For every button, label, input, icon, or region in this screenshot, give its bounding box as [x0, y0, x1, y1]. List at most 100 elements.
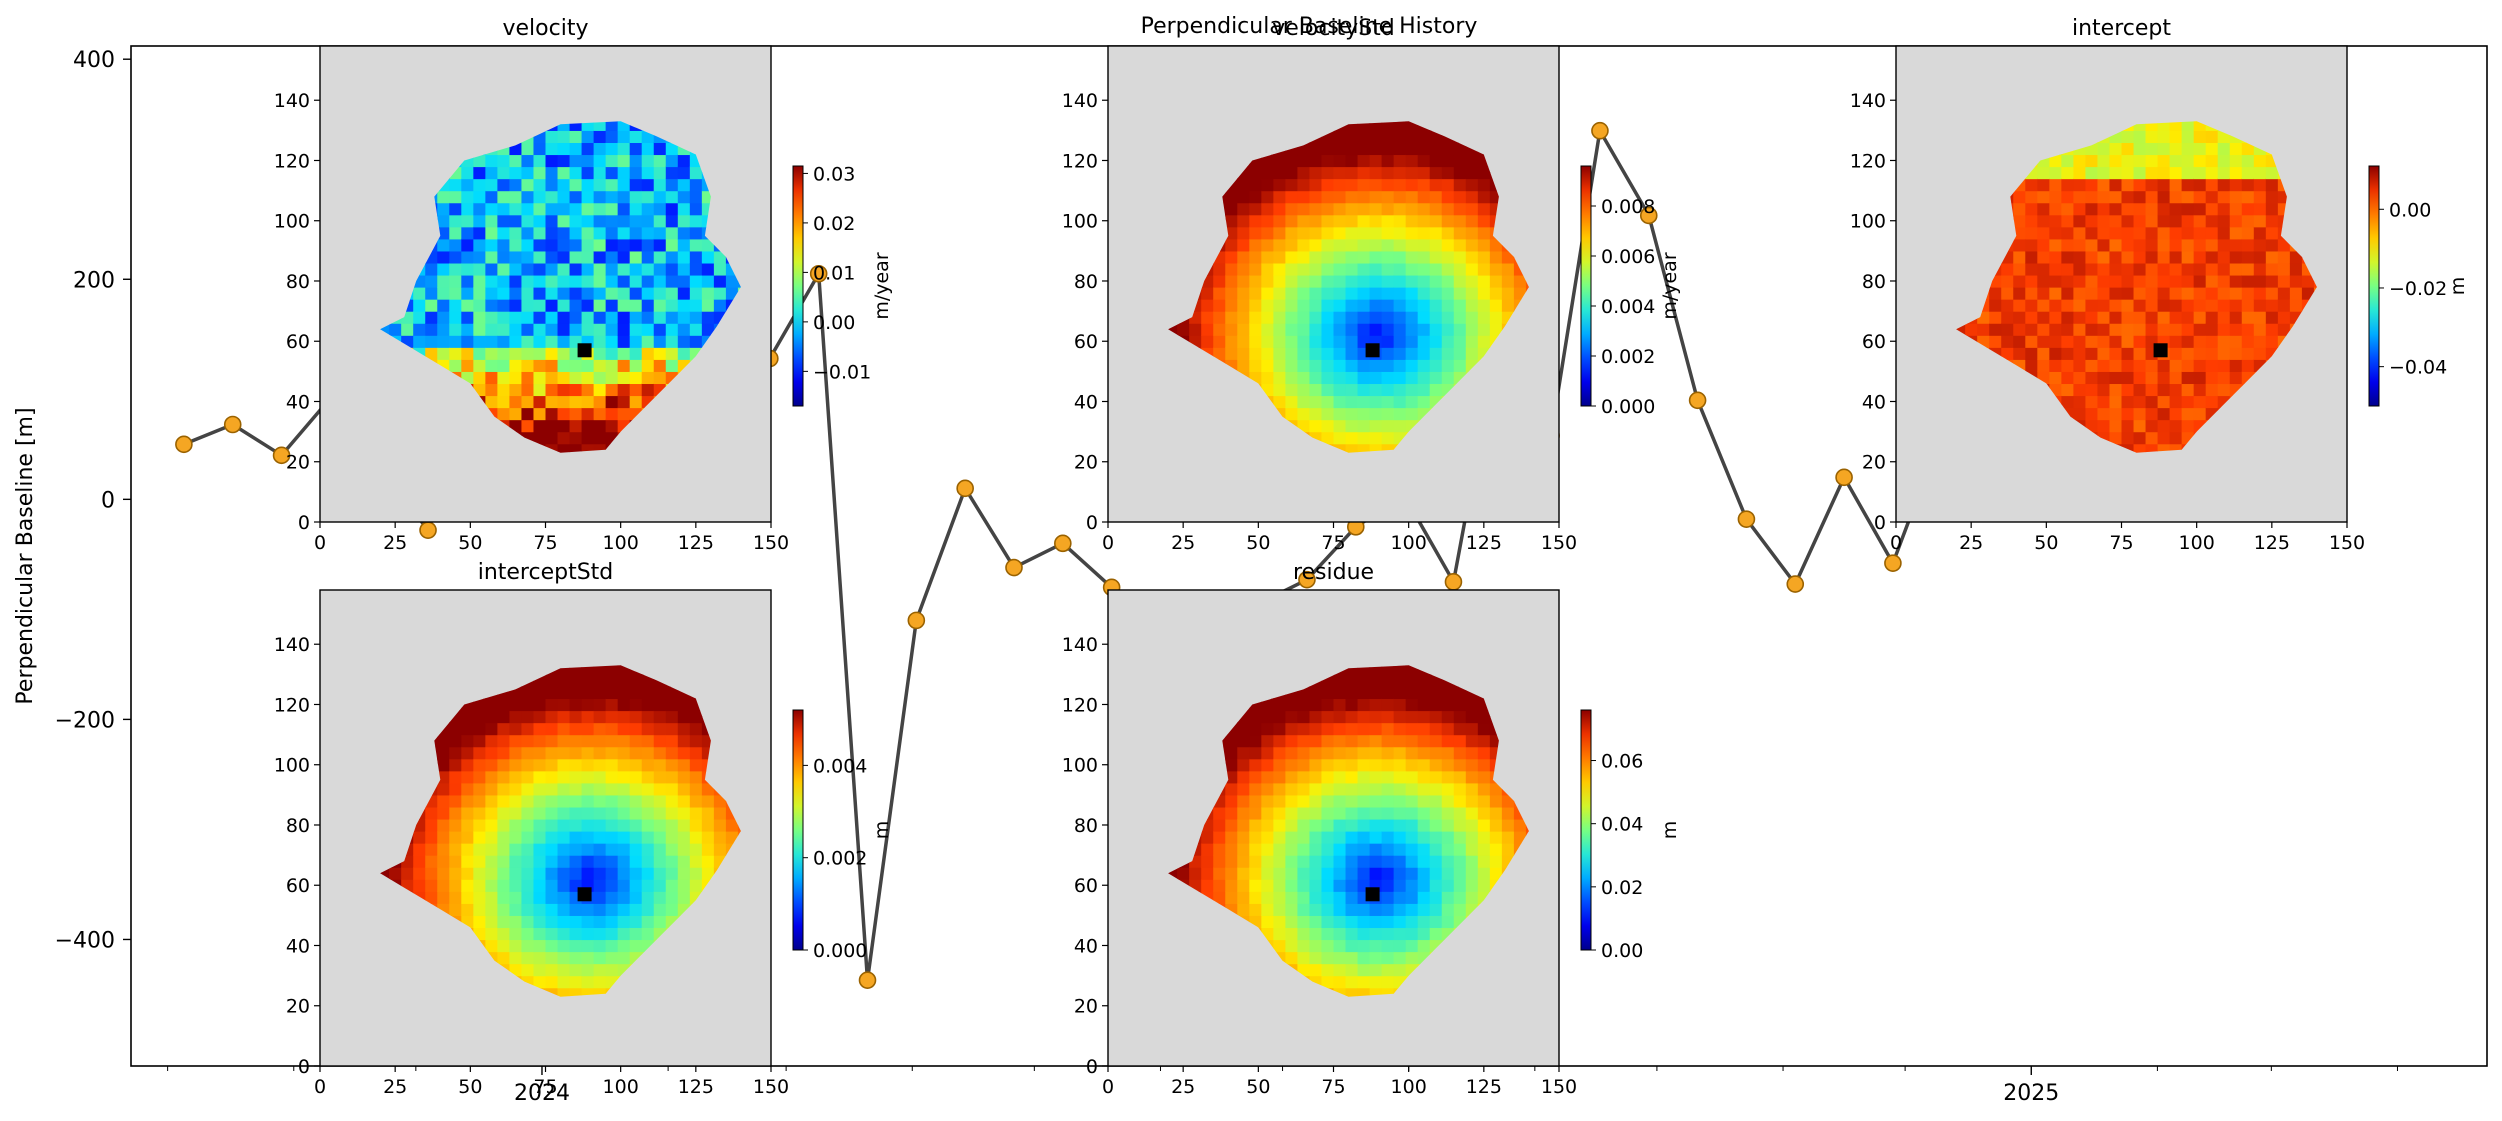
heatmap-cell [509, 951, 523, 965]
heatmap-cell [461, 347, 474, 360]
heatmap-cell [569, 855, 583, 868]
heatmap-cell [701, 287, 715, 300]
heatmap-cell [1429, 154, 1443, 168]
heatmap-cell [713, 818, 727, 832]
heatmap-cell [629, 371, 643, 385]
heatmap-cell [2157, 250, 2171, 264]
heatmap-cell [581, 299, 595, 312]
heatmap-cell [1225, 855, 1238, 868]
heatmap-cell [605, 311, 619, 324]
heatmap-cell [497, 178, 511, 192]
heatmap-cell [1213, 806, 1226, 820]
heatmap-cell [617, 335, 631, 348]
heatmap-cell [629, 250, 643, 264]
heatmap-cell [581, 443, 595, 453]
heatmap-cell [485, 891, 498, 904]
heatmap-cell [1429, 262, 1443, 276]
heatmap-cell [593, 190, 607, 204]
heatmap-cell [665, 782, 679, 796]
heatmap-cell [533, 903, 547, 916]
heatmap-cell [2109, 238, 2123, 252]
colorbar-tick-label: −0.02 [2389, 278, 2447, 300]
heatmap-cell [521, 395, 535, 409]
heatmap-cell [509, 214, 523, 228]
heatmap-cell [557, 383, 571, 397]
heatmap-cell [1225, 274, 1238, 288]
heatmap-cell [2157, 121, 2171, 131]
heatmap-cell [2097, 142, 2111, 156]
heatmap-cell [665, 891, 679, 904]
heatmap-cell [1249, 250, 1262, 264]
heatmap-cell [1333, 226, 1347, 240]
heatmap-cell [1369, 855, 1383, 868]
heatmap-cell [581, 383, 595, 397]
heatmap-cell [593, 674, 607, 688]
heatmap-cell [1309, 698, 1323, 712]
heatmap-cell [2217, 166, 2231, 180]
heatmap-cell [1309, 855, 1323, 868]
heatmap-cell [605, 190, 619, 204]
heatmap-cell [2253, 190, 2267, 204]
heatmap-cell [1333, 299, 1347, 312]
heatmap-cell [617, 903, 631, 916]
heatmap-cell [425, 879, 438, 892]
heatmap-cell [2193, 323, 2207, 336]
heatmap-cell [2205, 178, 2219, 192]
heatmap-cell [1369, 262, 1383, 276]
heatmap-cell [1333, 987, 1347, 997]
heatmap-cell [485, 831, 498, 844]
heatmap-cell [1225, 818, 1238, 832]
heatmap-y-tick-label: 0 [298, 1056, 310, 1078]
heatmap-cell [485, 262, 498, 276]
heatmap-cell [593, 867, 607, 880]
heatmap-cell [1249, 299, 1262, 312]
heatmap-cell [545, 250, 559, 264]
heatmap-cell [617, 867, 631, 880]
heatmap-cell [533, 238, 547, 252]
heatmap-cell [1417, 335, 1431, 348]
heatmap-cell [1345, 927, 1359, 941]
heatmap-cell [1309, 686, 1323, 700]
heatmap-cell [593, 419, 607, 433]
heatmap-cell [1321, 323, 1335, 336]
heatmap-cell [2145, 166, 2159, 180]
heatmap-cell [461, 770, 474, 784]
heatmap-cell [1393, 238, 1407, 252]
heatmap-panel-residue: 0 25 50 75 100 125 150020406080100120140residu… [1062, 560, 1681, 1098]
heatmap-cell [1285, 178, 1299, 192]
heatmap-cell [1453, 274, 1467, 288]
heatmap-x-tick-label: 50 [1246, 532, 1270, 554]
heatmap-cell [653, 142, 667, 156]
heatmap-cell [509, 190, 523, 204]
heatmap-cell [1441, 142, 1455, 156]
heatmap-cell [1261, 178, 1274, 192]
heatmap-cell [701, 274, 715, 288]
heatmap-cell [497, 770, 511, 784]
heatmap-cell [437, 782, 450, 796]
heatmap-cell [677, 214, 691, 228]
heatmap-cell [701, 843, 715, 856]
heatmap-cell [1333, 335, 1347, 348]
heatmap-cell [665, 831, 679, 844]
heatmap-cell [617, 214, 631, 228]
heatmap-cell [1369, 903, 1383, 916]
heatmap-cell [1321, 806, 1335, 820]
heatmap-cell [545, 383, 559, 397]
heatmap-cell [617, 383, 631, 397]
heatmap-cell [1465, 154, 1479, 168]
heatmap-cell [665, 359, 679, 372]
heatmap-cell [2181, 311, 2195, 324]
heatmap-cell [1381, 178, 1395, 192]
baseline-data-point [1884, 554, 1902, 572]
heatmap-cell [1393, 371, 1407, 385]
heatmap-cell [1309, 238, 1323, 252]
heatmap-cell [521, 770, 535, 784]
heatmap-cell [2097, 323, 2111, 336]
heatmap-cell [1285, 710, 1299, 724]
heatmap-cell [485, 154, 498, 168]
heatmap-cell [1357, 963, 1371, 977]
heatmap-cell [2193, 335, 2207, 348]
heatmap-cell [1297, 915, 1311, 929]
heatmap-cell [1321, 407, 1335, 421]
heatmap-cell [2277, 323, 2291, 336]
